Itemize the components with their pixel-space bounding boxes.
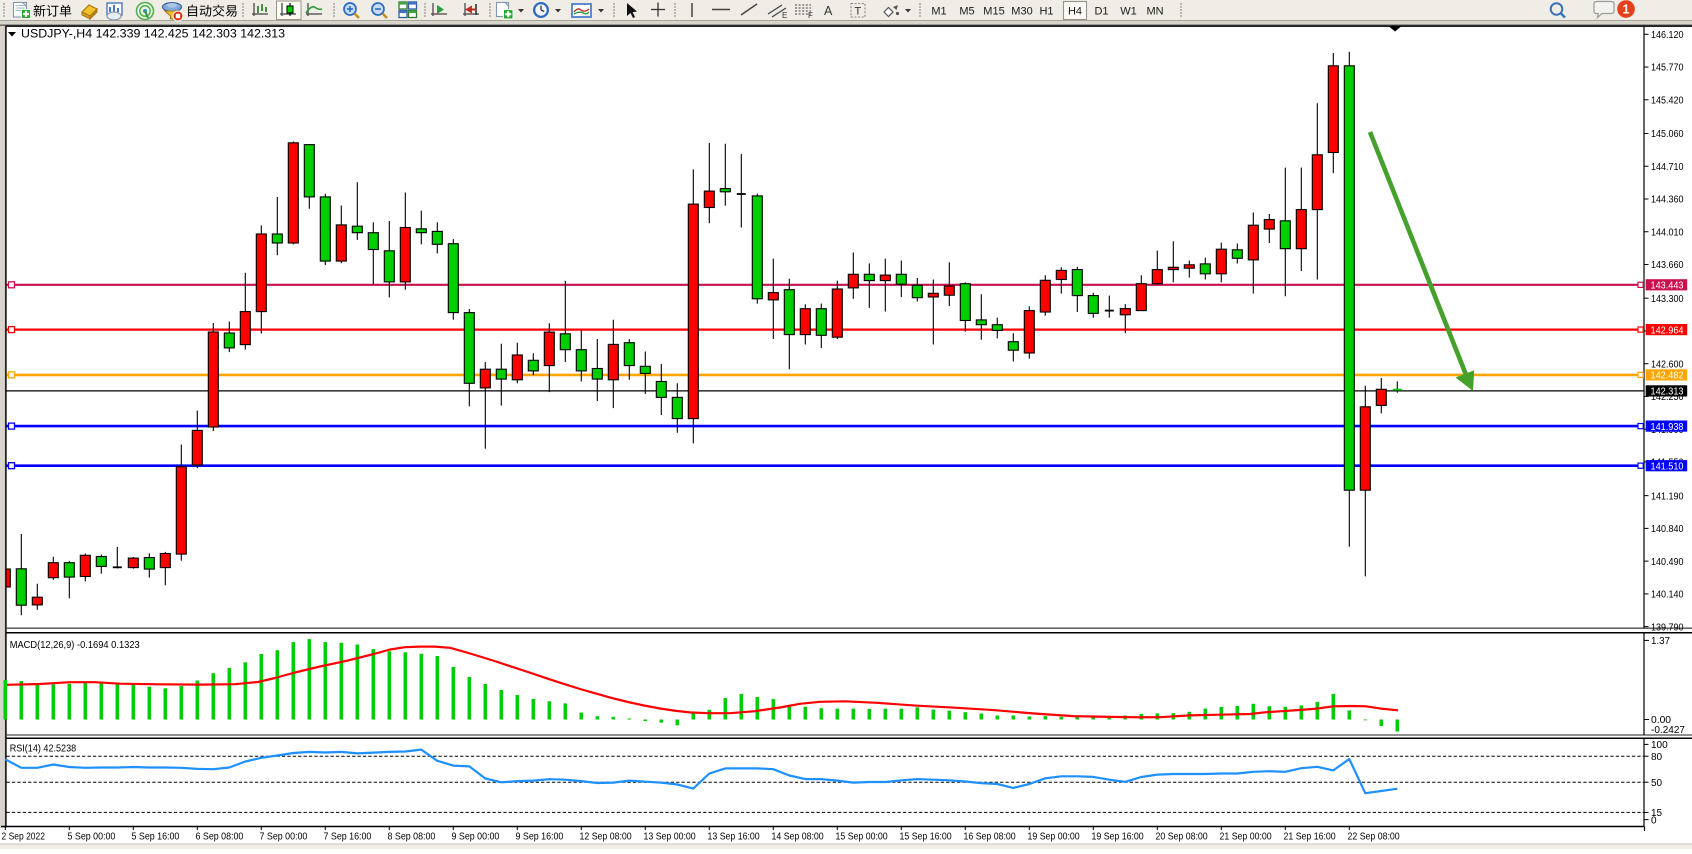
svg-text:22 Sep 08:00: 22 Sep 08:00 xyxy=(1348,831,1400,843)
svg-text:A: A xyxy=(824,4,833,18)
svg-text:M15: M15 xyxy=(983,6,1004,18)
svg-text:100: 100 xyxy=(1651,740,1668,751)
svg-text:1.37: 1.37 xyxy=(1651,636,1670,647)
svg-text:142.600: 142.600 xyxy=(1651,359,1684,370)
svg-text:80: 80 xyxy=(1651,752,1663,763)
svg-text:15 Sep 00:00: 15 Sep 00:00 xyxy=(836,831,888,843)
svg-text:H4: H4 xyxy=(1068,6,1082,18)
svg-text:13 Sep 16:00: 13 Sep 16:00 xyxy=(708,831,760,843)
svg-text:7 Sep 00:00: 7 Sep 00:00 xyxy=(260,831,308,843)
svg-text:144.010: 144.010 xyxy=(1651,227,1684,238)
svg-text:141.510: 141.510 xyxy=(1651,461,1684,472)
svg-text:144.360: 144.360 xyxy=(1651,195,1684,206)
svg-text:142.250: 142.250 xyxy=(1651,392,1684,403)
svg-text:-0.2427: -0.2427 xyxy=(1651,725,1685,736)
svg-text:142.482: 142.482 xyxy=(1651,371,1684,382)
svg-text:7 Sep 16:00: 7 Sep 16:00 xyxy=(324,831,372,843)
svg-text:E: E xyxy=(782,11,787,20)
svg-text:0.00: 0.00 xyxy=(1651,715,1671,726)
svg-text:143.443: 143.443 xyxy=(1651,281,1684,292)
svg-text:19 Sep 00:00: 19 Sep 00:00 xyxy=(1028,831,1080,843)
svg-text:M30: M30 xyxy=(1011,6,1032,18)
svg-text:2 Sep 2022: 2 Sep 2022 xyxy=(2,831,46,843)
svg-text:5 Sep 00:00: 5 Sep 00:00 xyxy=(68,831,116,843)
svg-text:RSI(14) 42.5238: RSI(14) 42.5238 xyxy=(10,742,77,754)
svg-text:139.790: 139.790 xyxy=(1651,622,1684,633)
svg-text:145.060: 145.060 xyxy=(1651,129,1684,140)
svg-text:146.120: 146.120 xyxy=(1651,30,1684,41)
svg-text:14 Sep 08:00: 14 Sep 08:00 xyxy=(772,831,824,843)
svg-text:1: 1 xyxy=(1623,2,1630,16)
svg-text:142.313: 142.313 xyxy=(1651,387,1684,398)
svg-text:140.140: 140.140 xyxy=(1651,590,1684,601)
svg-text:141.190: 141.190 xyxy=(1651,491,1684,502)
svg-text:13 Sep 00:00: 13 Sep 00:00 xyxy=(644,831,696,843)
svg-text:H1: H1 xyxy=(1039,6,1053,18)
svg-text:W1: W1 xyxy=(1120,6,1137,18)
svg-text:MN: MN xyxy=(1146,6,1163,18)
svg-text:140.840: 140.840 xyxy=(1651,524,1684,535)
svg-text:MACD(12,26,9) -0.1694 0.1323: MACD(12,26,9) -0.1694 0.1323 xyxy=(10,639,140,651)
svg-text:19 Sep 16:00: 19 Sep 16:00 xyxy=(1092,831,1144,843)
svg-text:144.710: 144.710 xyxy=(1651,162,1684,173)
svg-text:21 Sep 16:00: 21 Sep 16:00 xyxy=(1284,831,1336,843)
svg-text:142.964: 142.964 xyxy=(1651,325,1684,336)
svg-text:T: T xyxy=(855,6,862,18)
svg-text:15 Sep 16:00: 15 Sep 16:00 xyxy=(900,831,952,843)
svg-text:5 Sep 16:00: 5 Sep 16:00 xyxy=(132,831,180,843)
svg-text:20 Sep 08:00: 20 Sep 08:00 xyxy=(1156,831,1208,843)
svg-text:16 Sep 08:00: 16 Sep 08:00 xyxy=(964,831,1016,843)
svg-text:M1: M1 xyxy=(931,6,946,18)
svg-text:F: F xyxy=(808,11,813,20)
svg-text:50: 50 xyxy=(1651,778,1663,789)
svg-text:21 Sep 00:00: 21 Sep 00:00 xyxy=(1220,831,1272,843)
svg-text:6 Sep 08:00: 6 Sep 08:00 xyxy=(196,831,244,843)
svg-text:8 Sep 08:00: 8 Sep 08:00 xyxy=(388,831,436,843)
svg-text:USDJPY-,H4 142.339 142.425 14: USDJPY-,H4 142.339 142.425 142.303 142.3… xyxy=(21,27,285,41)
svg-text:M5: M5 xyxy=(959,6,974,18)
svg-text:141.938: 141.938 xyxy=(1651,422,1684,433)
svg-text:15: 15 xyxy=(1651,808,1663,819)
svg-text:0: 0 xyxy=(1651,815,1657,826)
svg-text:145.420: 145.420 xyxy=(1651,95,1684,106)
svg-text:140.490: 140.490 xyxy=(1651,557,1684,568)
svg-text:143.300: 143.300 xyxy=(1651,294,1684,305)
svg-text:143.660: 143.660 xyxy=(1651,260,1684,271)
svg-text:9 Sep 00:00: 9 Sep 00:00 xyxy=(452,831,500,843)
svg-text:145.770: 145.770 xyxy=(1651,63,1684,74)
svg-text:D1: D1 xyxy=(1094,6,1108,18)
svg-text:12 Sep 08:00: 12 Sep 08:00 xyxy=(580,831,632,843)
svg-text:9 Sep 16:00: 9 Sep 16:00 xyxy=(516,831,564,843)
